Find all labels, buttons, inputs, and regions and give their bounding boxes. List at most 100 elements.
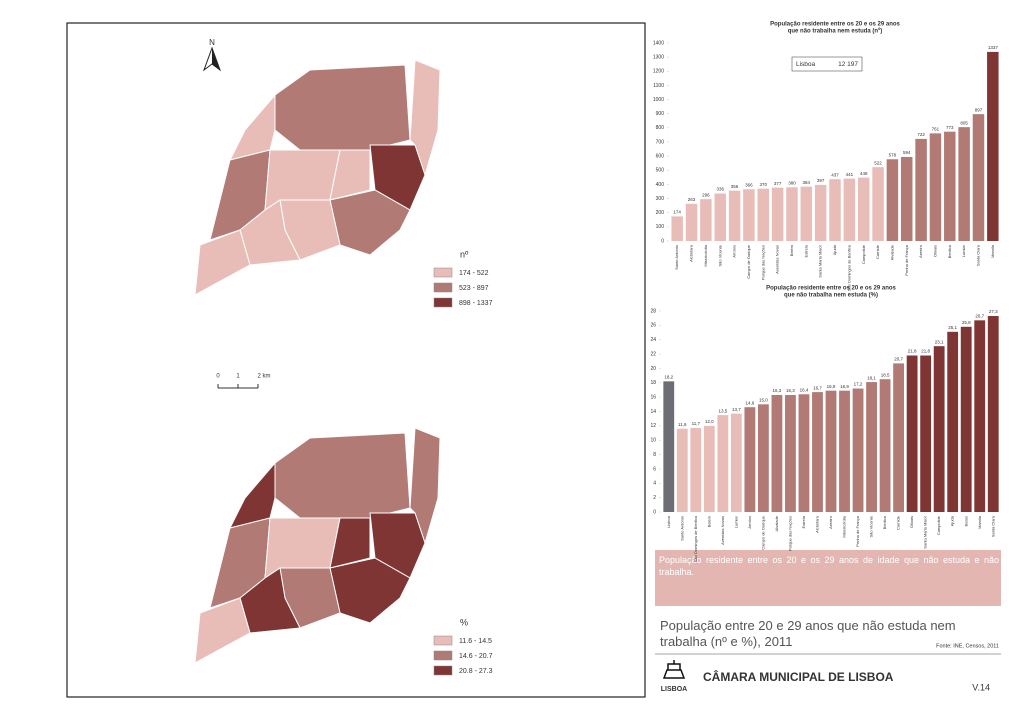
x-tick-label: Campolide [861,244,866,264]
value-label: 722 [917,132,925,137]
x-tick-label: Alvalade [774,515,779,531]
x-tick-label: Santa Clara [990,515,995,537]
parish [369,144,426,211]
x-tick-label: Areeiro [828,515,833,529]
y-tick-label: 1300 [653,54,664,60]
parish [229,461,276,529]
value-label: 761 [932,127,940,132]
x-tick-label: São Vicente [869,515,874,537]
x-tick-label: Lumiar [733,515,738,528]
description-text: População residente entre os 20 e os 29 … [659,555,999,577]
x-tick-label: Belém [789,244,794,256]
value-label: 578 [889,152,897,157]
y-tick-label: 4 [653,481,656,487]
bar [743,189,755,241]
bar [717,415,729,512]
value-label: 384 [803,180,811,185]
bar [839,390,850,512]
x-tick-label: Alcântara [689,244,694,262]
logo-text: LISBOA [661,686,687,693]
bar [857,177,870,241]
bar [663,381,675,512]
value-label: 27,3 [989,309,998,314]
y-tick-label: 18 [650,380,656,386]
value-label: 15,0 [759,398,768,403]
scale-bar [217,384,259,389]
bar [771,394,783,512]
bar [906,355,918,512]
bar [703,425,715,512]
bar [700,199,712,241]
parish [329,517,371,569]
y-tick-label: 200 [656,210,665,216]
value-label: 397 [817,178,825,183]
bar [814,184,827,241]
x-tick-label: Misericórdia [703,244,708,266]
legend-swatch [433,665,453,676]
bar [879,379,891,512]
maps: nº 174 - 522 523 - 897 898 - 1337% 11.6 - 14… [194,59,493,676]
value-label: 448 [860,171,868,176]
y-tick-label: 100 [656,224,665,230]
x-tick-label: Estrela [801,515,806,528]
value-label: 20,7 [894,357,903,362]
footer-title: População entre 20 e 29 anos que não est… [660,618,956,649]
y-tick-label: 6 [653,466,656,472]
x-tick-label: Avenidas Novas [775,245,780,274]
value-label: 336 [716,187,724,192]
bar [786,187,798,241]
value-label: 594 [903,150,911,155]
value-label: 366 [745,182,753,187]
bar [893,363,905,512]
value-label: 16,7 [813,385,822,390]
parish [229,93,276,161]
x-tick-label: Penha de França [855,515,860,546]
bar [714,193,726,241]
value-label: 16,3 [786,388,795,393]
chart-subtitle: que não trabalha nem estuda (%) [784,293,878,299]
x-tick-label: Santo António [674,244,679,270]
x-tick-label: Lumiar [961,244,966,257]
bar [730,413,742,512]
value-label: 11,6 [678,422,687,427]
value-label: 18,2 [664,375,673,380]
parish [194,597,251,664]
x-tick-label: Marvila [990,244,995,258]
legend-label: 898 - 1337 [459,300,493,307]
parish [194,229,251,296]
page-number: V.14 [972,682,990,692]
value-label: 16,4 [800,387,809,392]
value-label: 11,7 [692,421,701,426]
y-tick-label: 2 [653,495,656,501]
y-tick-label: 1200 [653,69,664,75]
y-tick-label: 1400 [653,40,664,46]
y-tick-label: 500 [656,168,665,174]
bar [866,382,877,512]
x-tick-label: Alcântara [815,515,820,533]
x-tick-label: Benfica [882,515,887,529]
bar [728,190,741,241]
value-label: 441 [846,172,854,177]
x-tick-label: Lisboa [666,515,671,528]
x-tick-label: São Vicente [717,244,722,266]
value-label: 16,9 [840,384,849,389]
bar [972,114,985,241]
value-label: 805 [960,120,968,125]
legend-swatch [433,635,453,646]
value-label: 21,8 [908,349,917,354]
legend-label: 20.8 - 27.3 [459,668,493,675]
y-tick-label: 20 [650,366,656,372]
y-tick-label: 0 [653,509,656,515]
annotation-name: Lisboa [796,61,816,68]
legend-swatch [433,282,453,293]
x-tick-label: Carnide [896,515,901,530]
annotation-value: 12 197 [838,61,858,68]
y-tick-label: 26 [650,323,656,329]
legend-title: % [460,617,468,627]
description: População residente entre os 20 e os 29 … [659,555,999,577]
value-label: 13,7 [732,407,741,412]
value-label: 16,3 [773,388,782,393]
bar [771,187,784,241]
chart-title: População residente entre os 20 e os 29 … [770,22,900,28]
logo-icon [662,660,686,679]
